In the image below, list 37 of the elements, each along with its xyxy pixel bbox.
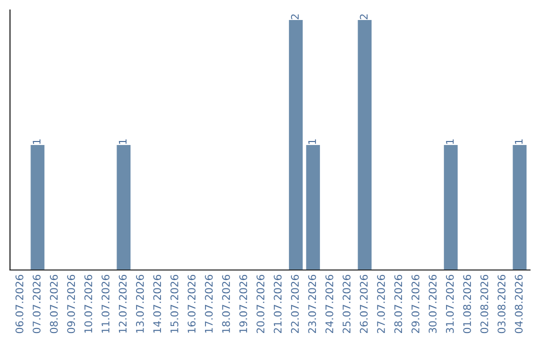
- data-label: 1: [308, 139, 316, 144]
- x-tick-label: 12.07.2026: [118, 274, 127, 333]
- x-tick-label: 28.07.2026: [394, 274, 402, 334]
- x-tick-label: 21.07.2026: [274, 274, 282, 334]
- x-tick-label: 11.07.2026: [102, 274, 110, 333]
- x-tick-label: 17.07.2026: [204, 274, 213, 333]
- x-tick-label: 08.07.2026: [50, 274, 58, 334]
- x-tick-label: 13.07.2026: [136, 274, 144, 333]
- x-tick-label: 18.07.2026: [222, 274, 230, 333]
- x-tick-label: 10.07.2026: [84, 274, 92, 333]
- x-tick-label: 22.07.2026: [290, 274, 299, 334]
- x-tick-label: 09.07.2026: [67, 274, 76, 334]
- x-tick-label: 01.08.2026: [463, 274, 472, 334]
- x-tick-label: 04.08.2026: [514, 274, 523, 334]
- x-tick-label: 20.07.2026: [256, 274, 264, 334]
- data-label: 1: [118, 139, 127, 144]
- x-tick-label: 19.07.2026: [239, 274, 248, 333]
- data-label: 1: [446, 139, 454, 144]
- x-tick-label: 23.07.2026: [308, 274, 316, 334]
- x-tick-label: 26.07.2026: [360, 274, 368, 334]
- x-tick-label: 30.07.2026: [428, 274, 437, 334]
- data-label: 1: [32, 139, 40, 144]
- x-tick-label: 02.08.2026: [480, 274, 488, 334]
- x-tick-label: 27.07.2026: [377, 274, 385, 334]
- x-tick-label: 24.07.2026: [325, 274, 334, 334]
- x-tick-label: 25.07.2026: [342, 274, 351, 334]
- data-label: 2: [290, 14, 299, 20]
- data-label: 2: [360, 14, 368, 20]
- x-tick-label: 31.07.2026: [446, 274, 454, 334]
- x-tick-label: 14.07.2026: [153, 274, 162, 333]
- x-tick-label: 29.07.2026: [412, 274, 420, 334]
- x-tick-label: 06.07.2026: [15, 274, 24, 334]
- x-tick-label: 07.07.2026: [32, 274, 41, 334]
- x-tick-label: 15.07.2026: [170, 274, 178, 333]
- x-tick-label: 16.07.2026: [188, 274, 196, 333]
- data-label: 1: [514, 139, 523, 144]
- x-tick-label: 03.08.2026: [498, 274, 506, 334]
